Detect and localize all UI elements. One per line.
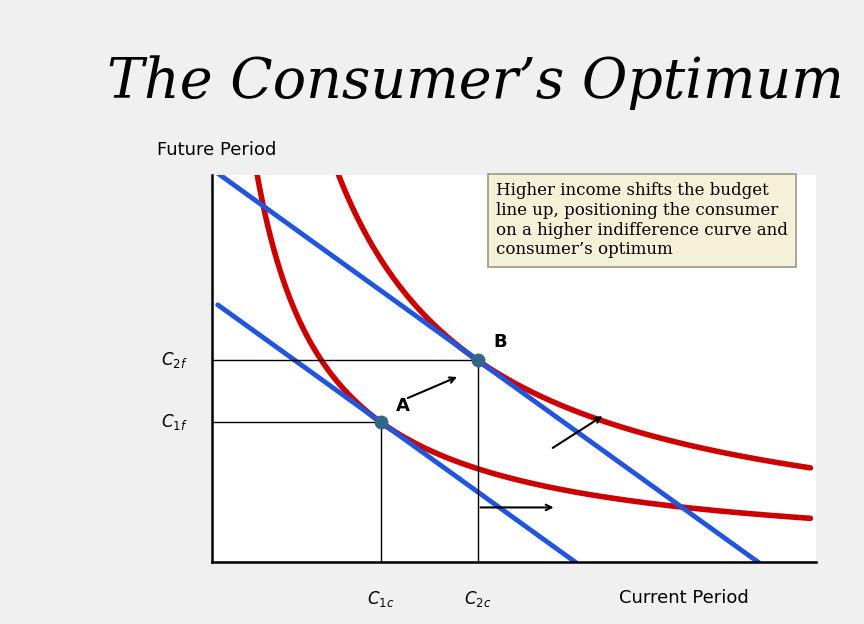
Text: Current Period: Current Period: [619, 588, 748, 607]
Text: $C_{2f}$: $C_{2f}$: [161, 351, 187, 371]
Text: A: A: [396, 397, 410, 415]
Text: $C_{1f}$: $C_{1f}$: [161, 412, 187, 432]
Text: Higher income shifts the budget
line up, positioning the consumer
on a higher in: Higher income shifts the budget line up,…: [496, 182, 788, 258]
Text: $C_{2c}$: $C_{2c}$: [464, 588, 492, 608]
Text: $C_{1c}$: $C_{1c}$: [367, 588, 395, 608]
Text: The Consumer’s Optimum: The Consumer’s Optimum: [107, 55, 843, 110]
Text: B: B: [492, 333, 506, 351]
Text: Future Period: Future Period: [157, 141, 276, 159]
